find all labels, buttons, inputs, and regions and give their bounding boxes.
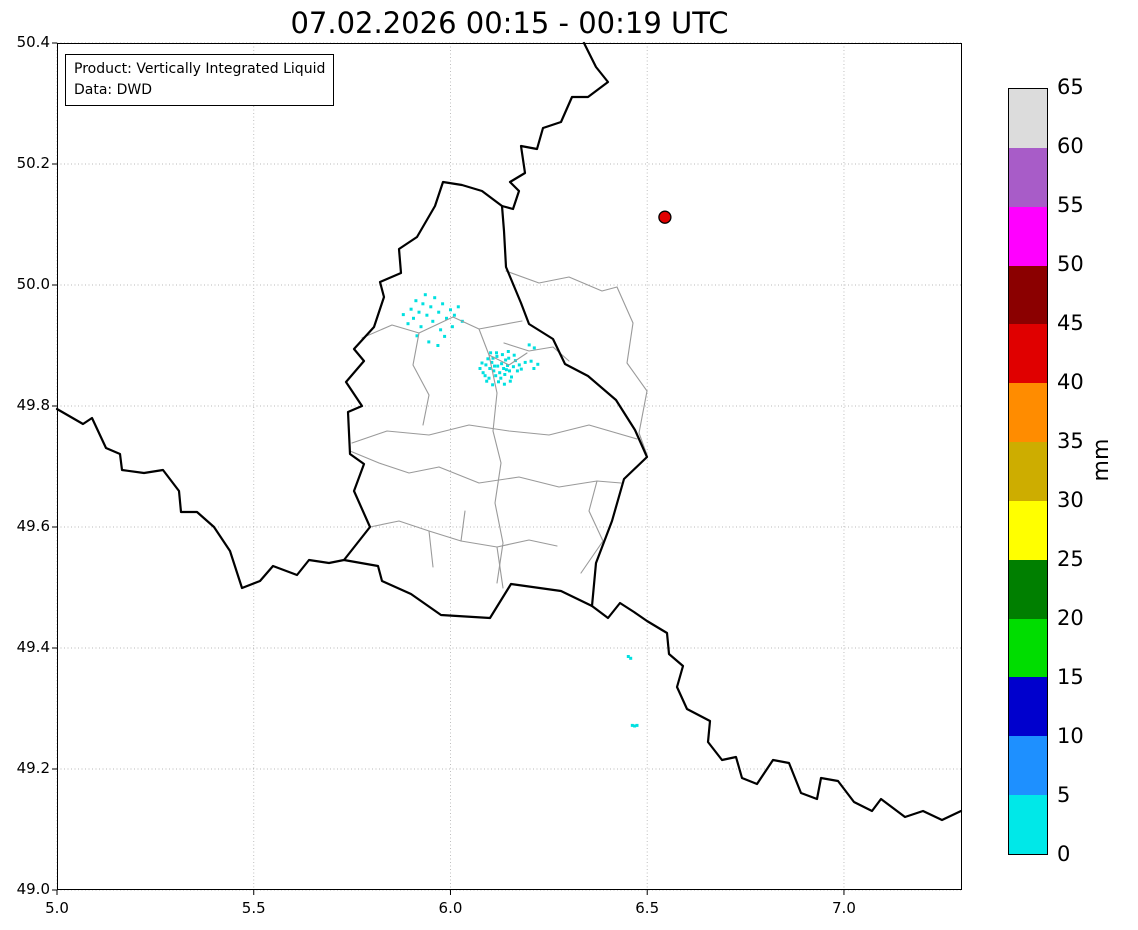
colorbar-tick-label: 25 (1057, 547, 1084, 571)
colorbar-segment (1009, 736, 1047, 796)
annotation-source: Data: DWD (74, 82, 152, 98)
colorbar-tick-label: 15 (1057, 665, 1084, 689)
map-canvas (52, 41, 963, 895)
plot-border (57, 43, 962, 890)
y-tick-label: 50.2 (16, 154, 50, 172)
colorbar-tick-label: 10 (1057, 724, 1084, 748)
annotation-box: Product: Vertically Integrated Liquid Da… (65, 54, 335, 106)
colorbar (1008, 88, 1048, 855)
colorbar-segment (1009, 383, 1047, 443)
colorbar-tick-label: 30 (1057, 488, 1084, 512)
radar-echoes (401, 293, 639, 728)
y-tick-label: 49.2 (16, 759, 50, 777)
y-tick-label: 50.4 (16, 33, 50, 51)
colorbar-segment (1009, 795, 1047, 854)
colorbar-segment (1009, 206, 1047, 266)
colorbar-tick-label: 45 (1057, 311, 1084, 335)
colorbar-segment (1009, 147, 1047, 207)
x-tick-label: 6.5 (635, 899, 660, 917)
country-borders (55, 41, 963, 822)
colorbar-segment (1009, 618, 1047, 678)
colorbar-tick-label: 5 (1057, 783, 1071, 807)
colorbar-tick-label: 55 (1057, 193, 1084, 217)
x-tick-label: 5.0 (45, 899, 69, 917)
colorbar-segment (1009, 677, 1047, 737)
y-tick-label: 49.8 (16, 396, 50, 414)
map-plot: Product: Vertically Integrated Liquid Da… (52, 41, 963, 895)
y-tick-label: 49.0 (16, 880, 50, 898)
colorbar-segment (1009, 500, 1047, 560)
colorbar-tick-label: 50 (1057, 252, 1084, 276)
colorbar-tick-label: 40 (1057, 370, 1084, 394)
axis-ticks (52, 42, 845, 895)
colorbar-tick-label: 60 (1057, 134, 1084, 158)
x-tick-label: 7.0 (832, 899, 856, 917)
y-tick-label: 50.0 (16, 275, 50, 293)
y-tick-label: 49.4 (16, 638, 50, 656)
annotation-product: Product: Vertically Integrated Liquid (74, 61, 326, 77)
colorbar-tick-label: 0 (1057, 842, 1071, 866)
station-marker-layer (658, 210, 672, 224)
gridlines (56, 42, 962, 891)
colorbar-segment (1009, 89, 1047, 148)
x-tick-label: 6.0 (438, 899, 463, 917)
x-tick-label: 5.5 (241, 899, 266, 917)
colorbar-tick-label: 20 (1057, 606, 1084, 630)
colorbar-segment (1009, 265, 1047, 325)
colorbar-segment (1009, 324, 1047, 384)
colorbar-tick-label: 65 (1057, 75, 1084, 99)
colorbar-segment (1009, 442, 1047, 501)
district-borders (349, 270, 648, 589)
colorbar-segment (1009, 559, 1047, 619)
y-tick-label: 49.6 (16, 517, 50, 535)
plot-title: 07.02.2026 00:15 - 00:19 UTC (290, 6, 729, 40)
colorbar-tick-label: 35 (1057, 429, 1084, 453)
